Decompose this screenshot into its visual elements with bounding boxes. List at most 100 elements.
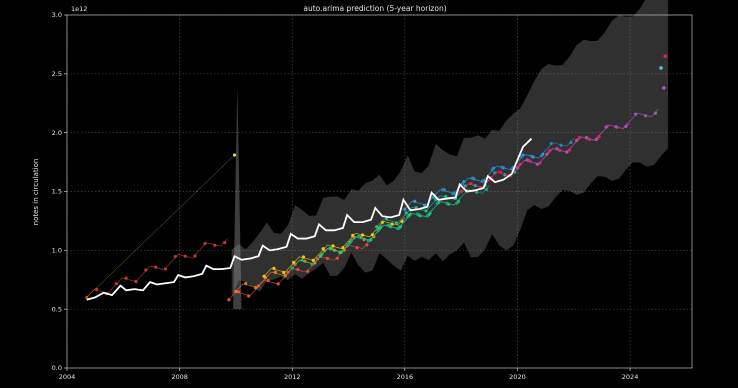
forecast-point <box>400 219 404 223</box>
forecast-point <box>403 207 407 211</box>
forecast-point <box>331 244 335 248</box>
y-tick-label: 2.0 <box>52 129 62 137</box>
x-tick-label: 2008 <box>171 373 188 381</box>
forecast-point <box>300 258 304 262</box>
forecast-point <box>346 242 351 247</box>
forecast-point <box>328 246 332 250</box>
y-tick-label: 1.0 <box>52 247 62 255</box>
forecast-point <box>244 281 248 286</box>
forecast-point <box>406 215 410 219</box>
forecast-point <box>584 136 589 140</box>
forecast-point <box>342 248 346 252</box>
forecast-point <box>497 170 501 174</box>
forecast-point <box>569 140 573 145</box>
forecast-point <box>459 189 463 194</box>
x-tick-label: 2012 <box>284 373 301 381</box>
forecast-point <box>480 179 484 184</box>
forecast-point <box>424 209 428 213</box>
forecast-point <box>445 201 449 205</box>
forecast-point <box>227 298 231 302</box>
forecast-point <box>441 187 445 192</box>
forecast-point <box>594 137 598 142</box>
forecast-point <box>183 254 187 258</box>
forecast-point <box>173 254 177 259</box>
forecast-point <box>154 265 158 269</box>
forecast-point <box>444 194 448 199</box>
forecast-point <box>306 269 310 273</box>
forecast-point <box>361 233 365 237</box>
forecast-point <box>366 239 370 243</box>
forecast-point <box>318 254 322 258</box>
forecast-point <box>237 290 241 294</box>
forecast-point <box>574 138 579 143</box>
early-forecast-line <box>86 154 235 298</box>
x-tick-label: 2024 <box>622 373 639 381</box>
forecast-point <box>292 260 296 265</box>
forecast-point <box>365 243 369 247</box>
forecast-point <box>414 205 418 210</box>
y-axis-label: notes in circulation <box>32 159 40 226</box>
forecast-point <box>529 154 534 158</box>
forecast-point <box>415 212 420 216</box>
forecast-point <box>422 203 427 207</box>
forecast-point <box>144 268 148 272</box>
forecast-point <box>313 261 317 265</box>
forecast-point <box>604 125 608 129</box>
forecast-point <box>455 201 459 205</box>
forecast-point <box>325 256 330 261</box>
forecast-point <box>311 258 315 262</box>
forecast-point <box>463 184 467 188</box>
forecast-point <box>634 112 638 116</box>
forecast-point <box>545 152 549 156</box>
plot-area: 2004 2008 2012 2016 2020 2024 0.0 0.5 1.0 1.5 2.0 2… <box>52 0 693 381</box>
forecast-point <box>490 168 494 172</box>
forecast-point <box>431 195 435 199</box>
forecast-point <box>282 270 286 275</box>
forecast-point <box>451 192 455 196</box>
forecast-point <box>663 54 668 58</box>
forecast-point <box>234 289 238 294</box>
forecast-point <box>283 274 287 278</box>
y-tick-label: 0.5 <box>52 305 62 313</box>
x-tick-label: 2004 <box>59 373 76 381</box>
forecast-point <box>335 256 339 260</box>
forecast-point <box>375 225 379 229</box>
forecast-point <box>659 66 663 70</box>
forecast-point <box>624 124 628 129</box>
y-tick-label: 2.5 <box>52 70 62 78</box>
forecast-point <box>193 254 197 258</box>
forecast-point <box>203 241 207 246</box>
forecast-point <box>384 217 389 221</box>
forecast-point <box>296 267 300 272</box>
y-tick-label: 0.0 <box>52 364 62 372</box>
forecast-point <box>290 266 294 270</box>
forecast-point <box>273 270 277 274</box>
forecast-point <box>555 147 559 151</box>
forecast-point <box>262 274 266 278</box>
forecast-point <box>565 150 569 154</box>
chart-title: auto.arima prediction (5-year horizon) <box>303 4 446 13</box>
forecast-point <box>223 240 227 245</box>
forecast-point <box>272 266 276 270</box>
forecast-point <box>470 176 475 180</box>
forecast-line <box>517 108 659 169</box>
forecast-point <box>662 86 666 90</box>
forecast-point <box>525 158 529 162</box>
forecast-point <box>460 181 465 186</box>
forecast-point <box>276 282 280 286</box>
forecast-point <box>355 246 359 250</box>
forecast-point <box>413 199 417 203</box>
forecast-line <box>263 217 406 277</box>
confidence-spike <box>233 85 242 310</box>
early-forecast-point <box>232 153 237 157</box>
forecast-point <box>390 222 394 226</box>
forecast-point <box>515 166 520 170</box>
forecast-point <box>341 246 345 250</box>
forecast-point <box>124 276 128 280</box>
forecast-point <box>559 143 563 147</box>
forecast-point <box>213 243 217 247</box>
confidence-band <box>231 0 669 298</box>
forecast-point <box>520 154 524 159</box>
